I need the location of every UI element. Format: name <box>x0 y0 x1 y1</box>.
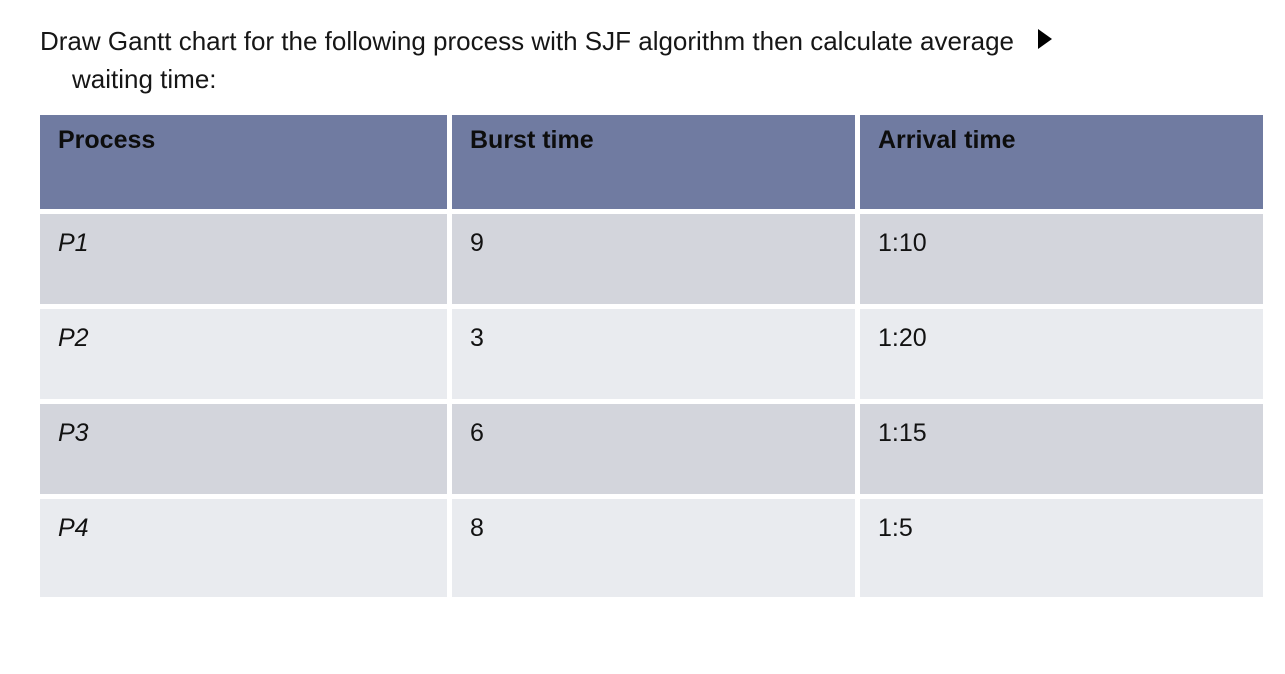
table-cell-p4-burst: 8 <box>452 499 855 597</box>
table-cell-p2-process: P2 <box>40 309 447 399</box>
header-cell-process: Process <box>40 115 447 209</box>
table-cell-p4-arrival: 1:5 <box>860 499 1263 597</box>
process-table: Process Burst time Arrival time P1 9 1:1… <box>40 115 1263 597</box>
header-cell-arrival-time: Arrival time <box>860 115 1263 209</box>
play-cursor-icon <box>1038 29 1053 49</box>
table-cell-p3-process: P3 <box>40 404 447 494</box>
table-cell-p1-burst: 9 <box>452 214 855 304</box>
header-cell-burst-time: Burst time <box>452 115 855 209</box>
question-text: Draw Gantt chart for the following proce… <box>40 22 1053 98</box>
table-cell-p1-arrival: 1:10 <box>860 214 1263 304</box>
question-line1: Draw Gantt chart for the following proce… <box>40 26 1015 56</box>
table-cell-p3-burst: 6 <box>452 404 855 494</box>
question-line2: waiting time: <box>72 64 217 94</box>
table-cell-p4-process: P4 <box>40 499 447 597</box>
table-cell-p2-burst: 3 <box>452 309 855 399</box>
table-cell-p1-process: P1 <box>40 214 447 304</box>
table-cell-p3-arrival: 1:15 <box>860 404 1263 494</box>
table-cell-p2-arrival: 1:20 <box>860 309 1263 399</box>
